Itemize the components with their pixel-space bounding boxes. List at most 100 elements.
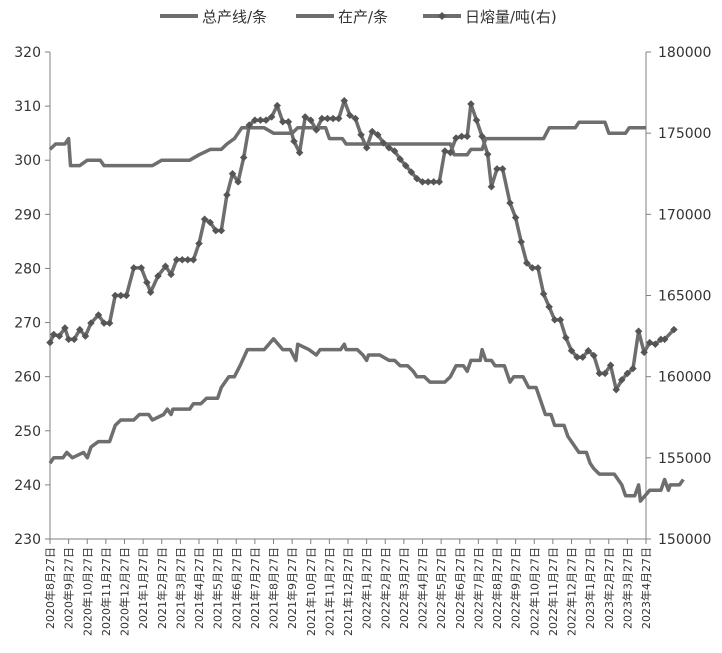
right-tick-label: 160000: [658, 370, 711, 386]
data-point: [334, 114, 343, 123]
data-point: [239, 153, 248, 162]
data-point: [606, 361, 615, 370]
x-tick-label: 2022年9月27日: [509, 547, 523, 629]
x-tick-label: 2022年11月27日: [546, 547, 560, 636]
data-point: [379, 139, 388, 147]
data-point: [301, 113, 310, 121]
data-point: [64, 335, 73, 344]
x-axis-ticks: 2020年8月27日 2020年9月27日 2020年10月27日 2020年11月2…: [43, 539, 653, 636]
left-tick-label: 290: [14, 207, 41, 223]
data-point: [640, 348, 648, 357]
series-1: [48, 337, 685, 503]
data-point: [81, 332, 90, 340]
left-tick-label: 270: [14, 316, 41, 332]
data-point: [318, 114, 326, 123]
data-point: [407, 168, 416, 176]
x-tick-label: 2021年5月27日: [211, 547, 225, 629]
data-point: [435, 178, 444, 186]
data-point: [290, 137, 298, 146]
data-point: [251, 116, 259, 125]
x-tick-label: 2020年8月27日: [43, 547, 57, 629]
data-point: [262, 116, 270, 125]
x-tick-label: 2021年8月27日: [267, 547, 281, 629]
data-point: [589, 351, 598, 360]
legend-item: 日熔量/吨(右): [423, 8, 557, 26]
data-point: [329, 114, 337, 123]
series-layer: [46, 96, 685, 503]
x-tick-label: 2020年11月27日: [99, 547, 113, 636]
data-point: [660, 335, 669, 344]
data-point: [472, 116, 481, 125]
legend-label: 在产/条: [338, 8, 388, 26]
data-point: [670, 325, 678, 334]
data-point: [100, 319, 108, 327]
data-point: [46, 338, 54, 347]
data-point: [550, 315, 559, 324]
data-point: [629, 364, 637, 373]
series-0: [48, 120, 646, 168]
data-point: [457, 132, 466, 141]
data-point: [234, 178, 242, 186]
data-point: [278, 117, 287, 126]
x-tick-label: 2020年10月27日: [80, 547, 94, 636]
axes: [49, 52, 647, 540]
x-tick-label: 2021年12月27日: [341, 547, 355, 636]
data-point: [584, 346, 593, 355]
data-point: [161, 262, 170, 271]
data-point: [154, 272, 162, 280]
x-tick-label: 2021年4月27日: [192, 547, 206, 629]
right-tick-label: 170000: [658, 207, 711, 223]
x-tick-label: 2023年4月27日: [639, 547, 653, 629]
data-point: [195, 239, 203, 248]
series-2: [46, 96, 678, 394]
data-point: [105, 319, 114, 327]
data-point: [498, 165, 507, 173]
data-point: [351, 114, 360, 123]
data-point: [522, 259, 531, 267]
data-point: [623, 369, 632, 378]
data-point: [256, 116, 265, 125]
data-point: [573, 353, 581, 362]
x-tick-label: 2023年2月27日: [602, 547, 616, 629]
data-point: [87, 319, 95, 327]
right-tick-label: 165000: [658, 289, 711, 305]
data-point: [595, 369, 604, 378]
right-tick-label: 155000: [658, 451, 711, 467]
data-point: [284, 117, 293, 126]
data-point: [70, 335, 79, 344]
right-tick-label: 150000: [658, 532, 711, 548]
data-point: [368, 127, 377, 136]
data-point: [111, 291, 120, 300]
data-point: [413, 174, 421, 183]
data-point: [483, 150, 492, 159]
x-tick-label: 2022年2月27日: [378, 547, 392, 629]
data-point: [578, 353, 587, 362]
x-tick-label: 2021年1月27日: [136, 547, 150, 629]
data-point: [306, 116, 315, 125]
x-tick-label: 2022年3月27日: [397, 547, 411, 629]
left-tick-label: 260: [14, 370, 41, 386]
data-point: [137, 264, 146, 272]
x-tick-label: 2021年10月27日: [304, 547, 318, 636]
x-tick-label: 2021年2月27日: [155, 547, 169, 629]
data-point: [517, 238, 526, 246]
legend: 总产线/条 在产/条 日熔量/吨(右): [160, 8, 557, 26]
legend-label: 总产线/条: [202, 8, 267, 26]
left-axis-ticks: 230 240 250 260 270 280 290 300 310 320: [14, 45, 50, 548]
x-tick-label: 2022年8月27日: [490, 547, 504, 629]
x-tick-label: 2023年1月27日: [583, 547, 597, 629]
left-tick-label: 310: [14, 99, 41, 115]
data-point: [211, 226, 220, 235]
data-point: [440, 147, 449, 155]
data-point: [487, 182, 496, 191]
legend-item: 在产/条: [296, 8, 388, 26]
data-point: [362, 143, 371, 152]
data-point: [617, 376, 626, 384]
data-point: [189, 255, 198, 264]
left-tick-label: 300: [14, 153, 41, 169]
data-point: [200, 215, 209, 224]
x-tick-label: 2022年6月27日: [453, 547, 467, 629]
data-point: [223, 190, 231, 199]
data-point: [506, 199, 514, 207]
x-tick-label: 2022年5月27日: [434, 547, 448, 629]
